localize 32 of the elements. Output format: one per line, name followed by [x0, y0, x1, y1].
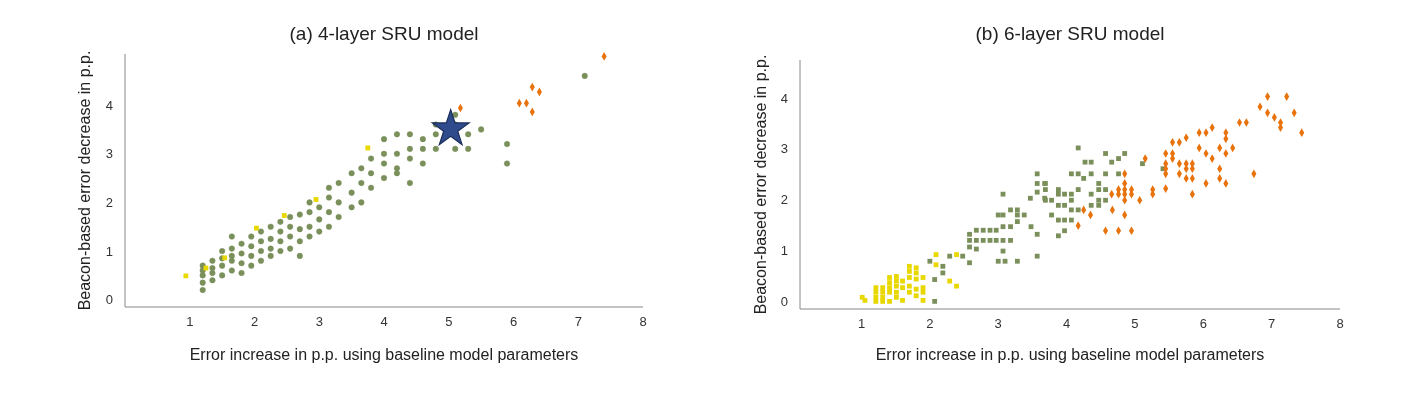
x-tick-label: 5	[1131, 316, 1139, 331]
x-tick-label: 4	[380, 314, 388, 329]
x-tick-label: 2	[926, 316, 934, 331]
x-axis-title: Error increase in p.p. using baseline model parameters	[189, 346, 579, 363]
y-tick-label: 2	[780, 192, 788, 208]
y-tick-label: 4	[105, 97, 113, 113]
x-tick-label: 8	[639, 314, 647, 329]
chart-title: (b) 6-layer SRU model	[975, 23, 1165, 44]
y-tick-label: 3	[780, 141, 788, 157]
y-tick-label: 0	[780, 293, 788, 309]
x-tick-label: 7	[574, 314, 582, 329]
x-tick-label: 7	[1268, 316, 1276, 331]
y-axis-title: Beacon-based error decrease in p.p.	[752, 54, 769, 315]
y-tick-label: 1	[105, 243, 113, 259]
y-tick-label: 1	[780, 243, 788, 259]
x-tick-label: 6	[509, 314, 518, 329]
x-tick-label: 8	[1336, 316, 1344, 331]
x-axis-title: Error increase in p.p. using baseline model parameters	[875, 346, 1265, 363]
y-tick-label: 4	[780, 90, 788, 106]
x-tick-label: 4	[1062, 316, 1071, 331]
x-tick-label: 1	[186, 314, 194, 329]
chart-title: (a) 4-layer SRU model	[289, 23, 479, 44]
y-tick-label: 2	[105, 194, 113, 210]
x-tick-label: 5	[445, 314, 453, 329]
y-tick-label: 0	[105, 292, 113, 308]
y-tick-label: 3	[105, 146, 113, 162]
x-tick-label: 3	[994, 316, 1002, 331]
x-tick-label: 3	[315, 314, 323, 329]
x-tick-label: 1	[857, 316, 866, 331]
x-tick-label: 2	[250, 314, 259, 329]
x-tick-label: 6	[1199, 316, 1207, 331]
y-axis-title: Beacon-based error decrease in p.p.	[76, 50, 93, 311]
